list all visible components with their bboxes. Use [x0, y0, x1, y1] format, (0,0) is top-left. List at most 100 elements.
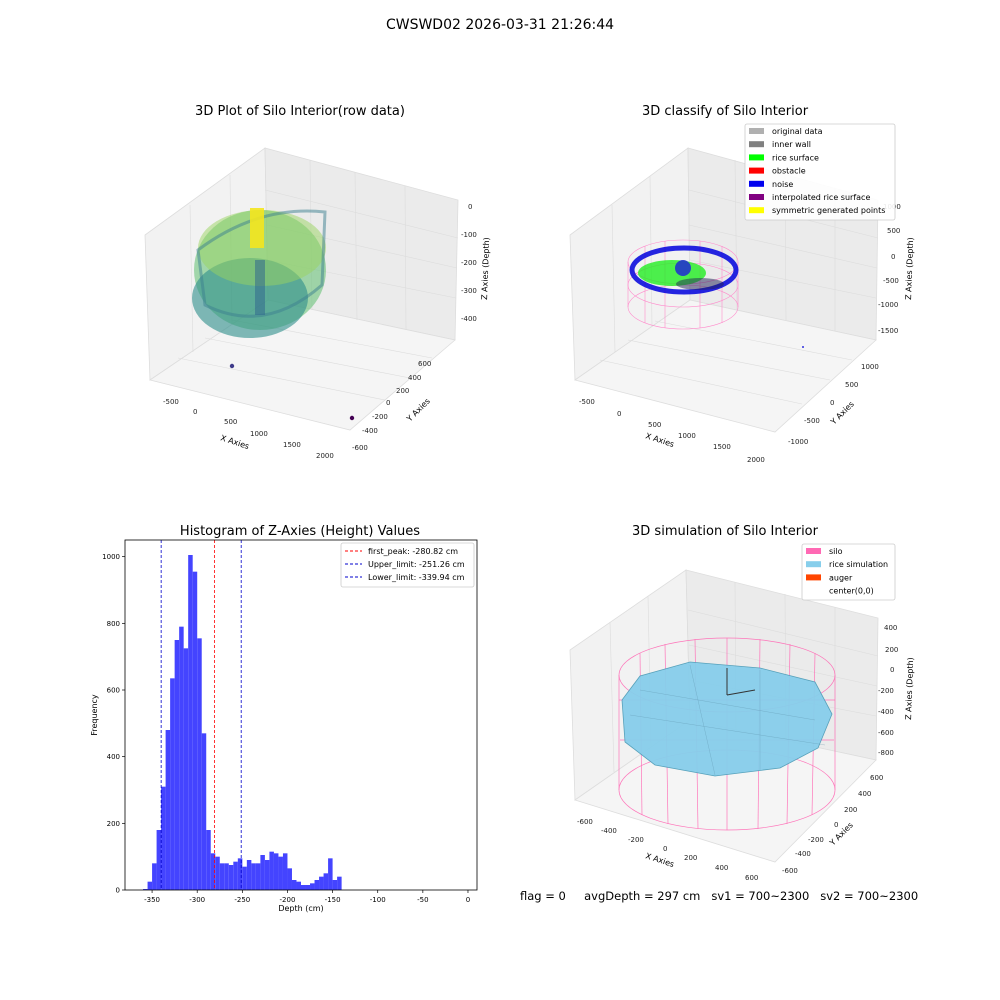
histogram-ytick-label: 800 [107, 620, 120, 628]
histogram-xtick-label: -350 [144, 896, 160, 904]
histogram-bar [291, 880, 297, 890]
histogram-bar [319, 876, 324, 890]
panel4-title: 3D simulation of Silo Interior [632, 524, 818, 539]
histogram-bar [210, 853, 216, 890]
panel4-ztick: -600 [878, 729, 894, 737]
panel4-ytick: 400 [858, 790, 871, 798]
histogram-xtick-label: -250 [234, 896, 250, 904]
panel2-xlabel: X Axies [644, 431, 675, 449]
panel4-legend-item-swatch [806, 574, 821, 581]
panel4-ytick: -200 [808, 836, 824, 844]
histogram-bar [242, 866, 247, 890]
histogram-bar [152, 863, 157, 890]
histogram-bar [305, 885, 311, 890]
panel1-ytick: -600 [352, 444, 368, 452]
panel1-xtick: 500 [224, 418, 237, 426]
histogram-bar [201, 733, 207, 890]
histogram-xtick-label: 0 [466, 896, 470, 904]
panel4-zlabel: Z Axies (Depth) [904, 657, 915, 720]
panel4-ztick: -200 [878, 687, 894, 695]
panel1-scatter-cloud [192, 208, 327, 338]
panel2-legend-item-swatch [749, 154, 764, 161]
histogram-bar [314, 880, 320, 890]
panel2-legend-item-swatch [749, 128, 764, 134]
panel4-rice-surface [621, 661, 833, 777]
panel4-xtick: 400 [715, 864, 728, 872]
histogram-ytick-label: 600 [107, 687, 120, 695]
histogram-bar [328, 858, 333, 890]
panel1-ytick: 600 [418, 360, 431, 368]
panel4-legend-item-label: silo [829, 547, 843, 556]
panel2-xtick: 500 [648, 421, 661, 429]
histogram-bar [287, 868, 292, 890]
panel4-ytick: -400 [795, 850, 811, 858]
panel1-ztick: -400 [461, 315, 477, 323]
histogram-bar [197, 638, 202, 890]
panel1-xtick: 1000 [250, 430, 268, 438]
histogram-bar [156, 830, 162, 890]
histogram-bar [228, 865, 234, 890]
panel4-legend-item-swatch [806, 561, 821, 568]
panel1-ytick: 400 [408, 374, 421, 382]
panel1-outlier-point [229, 363, 235, 369]
panel4-xtick: 200 [684, 854, 697, 862]
histogram-bar [174, 640, 180, 890]
histogram-ytick-label: 400 [107, 753, 120, 761]
panel1-zlabel: Z Axies (Depth) [480, 237, 491, 300]
panel2-ytick: 500 [845, 381, 858, 389]
panel4-legend-item-swatch [806, 548, 821, 554]
panel1-ztick: -300 [461, 287, 477, 295]
histogram-bar [165, 730, 171, 890]
panel4-ytick: 600 [870, 774, 883, 782]
figure-title: CWSWD02 2026-03-31 21:26:44 [385, 17, 615, 33]
panel1-xtick: 2000 [316, 452, 334, 460]
histogram-bar [269, 851, 274, 890]
panel4-legend-item-label: center(0,0) [829, 587, 874, 596]
histogram-bar [219, 863, 225, 890]
panel2-title: 3D classify of Silo Interior [641, 104, 809, 119]
histogram-bar [147, 881, 153, 890]
panel1-xtick: -500 [163, 398, 179, 406]
panel4-ztick: 400 [884, 624, 897, 632]
panel4-legend-item-label: rice simulation [829, 560, 888, 569]
panel1-ytick: 200 [396, 387, 409, 395]
panel1-outlier-point [349, 415, 355, 421]
histogram-bar [255, 863, 261, 890]
panel4-xtick: -400 [601, 827, 617, 835]
histogram-title: Histogram of Z-Axies (Height) Values [179, 524, 421, 539]
panel2-legend-item-label: rice surface [772, 153, 819, 162]
panel4-xtick: 600 [745, 874, 758, 880]
histogram-bar [179, 626, 184, 890]
panel4-ztick: 200 [885, 646, 898, 654]
panel2-legend-item-swatch [749, 207, 764, 214]
histogram-bar [301, 885, 306, 890]
histogram-bar [296, 881, 301, 890]
panel4-xtick: -200 [628, 836, 644, 844]
histogram-plot: -350 -300 -250 -200 -150 -100 -50 0 0 200 400 600 8… [90, 539, 478, 913]
histogram-bar [237, 858, 243, 890]
panel2-legend-item-label: original data [772, 127, 823, 136]
panel2-legend-item-swatch [749, 180, 764, 187]
panel4-ytick: 0 [834, 821, 838, 829]
panel2-ytick: -500 [804, 417, 820, 425]
panel1-ztick: -200 [461, 259, 477, 267]
histogram-bar [143, 889, 148, 890]
panel2-legend-item-swatch [749, 167, 764, 174]
panel4-3d-axes: -600 -400 -200 0 200 400 600 600 400 200… [569, 543, 915, 880]
panel2-ztick: -1000 [878, 301, 898, 309]
panel4-ztick: -800 [878, 749, 894, 757]
histogram-ylabel: Frequency [90, 694, 99, 736]
panel1-ylabel: Y Axies [404, 397, 432, 425]
panel2-classified-points [629, 245, 739, 295]
panel4-xtick: 0 [663, 845, 667, 853]
panel4-legend: silo rice simulation auger center(0,0) [801, 543, 896, 601]
panel1-ytick: -200 [372, 413, 388, 421]
panel1-ytick: -400 [362, 427, 378, 435]
histogram-legend-label: Upper_limit: -251.26 cm [368, 560, 465, 569]
panel2-xtick: 2000 [747, 456, 765, 464]
histogram-bar [310, 883, 315, 890]
histogram-xtick-label: -50 [417, 896, 428, 904]
histogram-xtick-label: -200 [280, 896, 296, 904]
panel2-legend-item-label: noise [772, 180, 793, 189]
panel1-xtick: 0 [193, 408, 197, 416]
